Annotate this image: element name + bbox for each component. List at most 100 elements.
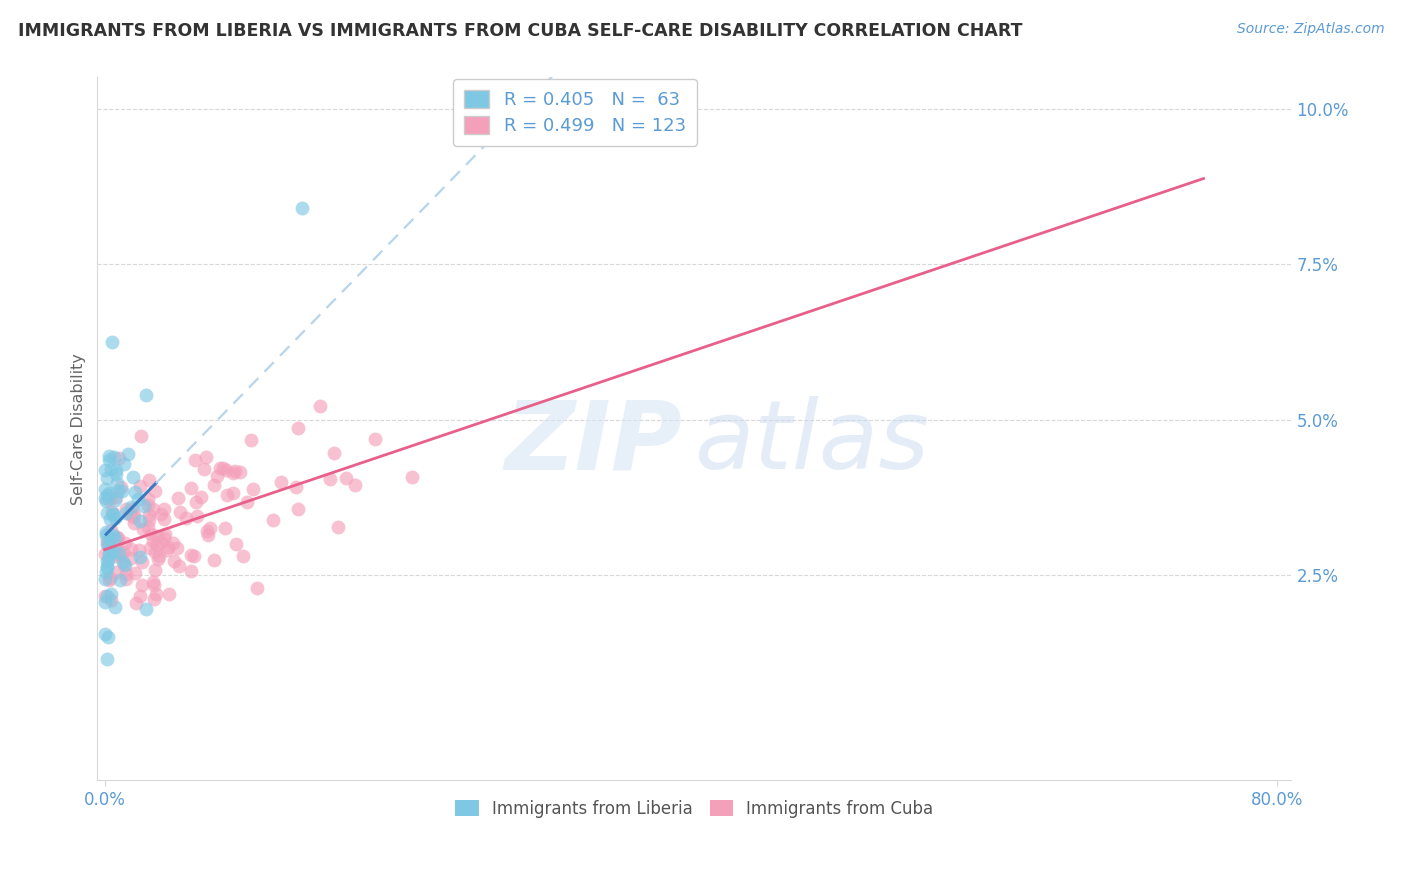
Point — [105, 538, 128, 552]
Point — [153, 512, 176, 526]
Point — [142, 502, 165, 516]
Point — [309, 400, 332, 414]
Point — [98, 491, 121, 505]
Point — [198, 521, 221, 535]
Point — [94, 565, 117, 579]
Point — [96, 533, 118, 548]
Point — [287, 501, 309, 516]
Point — [97, 630, 120, 644]
Point — [97, 553, 120, 567]
Point — [129, 479, 152, 493]
Point — [112, 558, 135, 573]
Point — [148, 551, 170, 566]
Point — [136, 492, 159, 507]
Point — [96, 589, 118, 603]
Point — [183, 549, 205, 563]
Point — [97, 486, 120, 500]
Point — [97, 546, 120, 560]
Point — [96, 554, 118, 568]
Point — [180, 549, 202, 563]
Point — [143, 483, 166, 498]
Point — [205, 468, 228, 483]
Point — [114, 501, 136, 516]
Point — [108, 549, 131, 563]
Point — [103, 544, 125, 558]
Point — [112, 457, 135, 471]
Point — [96, 471, 118, 485]
Point — [97, 449, 120, 463]
Point — [153, 527, 176, 541]
Point — [284, 479, 307, 493]
Point — [127, 491, 149, 506]
Point — [235, 494, 257, 508]
Point — [135, 602, 157, 616]
Point — [125, 596, 148, 610]
Point — [202, 553, 225, 567]
Point — [98, 453, 121, 467]
Point — [100, 531, 122, 545]
Point — [180, 564, 202, 578]
Point — [120, 500, 142, 515]
Point — [129, 514, 152, 528]
Point — [138, 473, 160, 487]
Point — [101, 505, 124, 519]
Point — [136, 498, 159, 512]
Point — [211, 461, 233, 475]
Point — [319, 472, 342, 486]
Point — [149, 507, 172, 521]
Point — [162, 554, 184, 568]
Point — [156, 540, 179, 554]
Point — [94, 547, 117, 561]
Point — [105, 549, 128, 563]
Point — [96, 524, 118, 539]
Point — [143, 578, 166, 592]
Point — [96, 506, 118, 520]
Point — [96, 560, 118, 574]
Point — [94, 589, 117, 603]
Point — [124, 516, 146, 530]
Point — [124, 508, 146, 523]
Point — [104, 490, 127, 504]
Point — [104, 600, 127, 615]
Point — [148, 549, 170, 563]
Point — [195, 524, 218, 538]
Point — [131, 429, 153, 443]
Point — [94, 482, 117, 496]
Point — [100, 462, 122, 476]
Point — [114, 506, 136, 520]
Point — [94, 595, 117, 609]
Point — [262, 512, 284, 526]
Point — [364, 432, 387, 446]
Point — [145, 563, 167, 577]
Point — [98, 548, 121, 562]
Point — [138, 513, 160, 527]
Point — [157, 587, 180, 601]
Point — [96, 537, 118, 551]
Point — [138, 541, 160, 555]
Point — [287, 421, 309, 435]
Point — [104, 463, 127, 477]
Point — [135, 388, 157, 402]
Point — [96, 494, 118, 508]
Point — [246, 581, 269, 595]
Point — [96, 560, 118, 574]
Point — [121, 501, 143, 516]
Point — [131, 555, 153, 569]
Point — [232, 549, 254, 563]
Point — [100, 571, 122, 585]
Point — [105, 530, 128, 544]
Point — [128, 549, 150, 564]
Point — [128, 542, 150, 557]
Point — [111, 555, 134, 569]
Point — [167, 558, 190, 573]
Point — [118, 507, 141, 521]
Point — [215, 463, 238, 477]
Point — [110, 480, 132, 494]
Point — [186, 508, 208, 523]
Point — [132, 522, 155, 536]
Point — [142, 534, 165, 549]
Point — [100, 593, 122, 607]
Point — [103, 507, 125, 521]
Point — [107, 476, 129, 491]
Point — [180, 481, 202, 495]
